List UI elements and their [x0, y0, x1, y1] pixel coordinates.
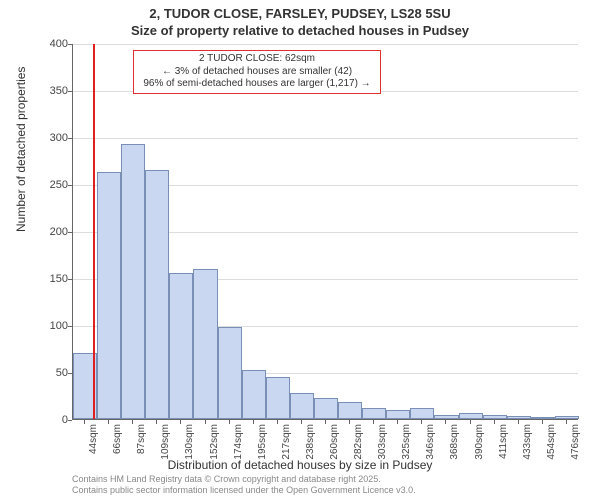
histogram-bar — [362, 408, 386, 419]
x-tick-label: 217sqm — [281, 424, 292, 464]
credit-text: Contains HM Land Registry data © Crown c… — [72, 474, 416, 496]
x-tick — [229, 420, 230, 424]
x-tick-label: 454sqm — [546, 424, 557, 464]
x-tick — [108, 420, 109, 424]
x-tick — [301, 420, 302, 424]
x-tick — [180, 420, 181, 424]
histogram-bar — [314, 398, 338, 419]
histogram-bar — [531, 417, 555, 419]
x-tick-label: 325sqm — [401, 424, 412, 464]
x-tick — [156, 420, 157, 424]
x-tick-label: 152sqm — [209, 424, 220, 464]
x-tick — [542, 420, 543, 424]
x-tick-label: 109sqm — [160, 424, 171, 464]
x-tick-label: 87sqm — [136, 424, 147, 464]
histogram-bar — [266, 377, 290, 419]
chart-title: 2, TUDOR CLOSE, FARSLEY, PUDSEY, LS28 5S… — [0, 0, 600, 40]
histogram-bar — [386, 410, 410, 419]
y-tick-label: 200 — [33, 226, 68, 238]
x-tick-label: 195sqm — [257, 424, 268, 464]
x-tick — [421, 420, 422, 424]
x-tick-label: 130sqm — [184, 424, 195, 464]
x-tick-label: 476sqm — [570, 424, 581, 464]
y-tick-label: 0 — [33, 414, 68, 426]
annot-line-3: 96% of semi-detached houses are larger (… — [143, 78, 370, 89]
annotation-box: 2 TUDOR CLOSE: 62sqm ← 3% of detached hou… — [133, 50, 381, 94]
histogram-bar — [555, 416, 579, 419]
gridline — [73, 138, 578, 139]
x-tick-label: 174sqm — [233, 424, 244, 464]
x-tick — [566, 420, 567, 424]
y-tick — [68, 326, 72, 327]
x-tick-label: 303sqm — [377, 424, 388, 464]
title-line-2: Size of property relative to detached ho… — [131, 23, 469, 38]
credit-line-1: Contains HM Land Registry data © Crown c… — [72, 474, 381, 484]
x-tick — [277, 420, 278, 424]
y-tick-label: 100 — [33, 320, 68, 332]
histogram-bar — [434, 415, 458, 419]
x-tick-label: 282sqm — [353, 424, 364, 464]
histogram-bar — [483, 415, 507, 419]
histogram-bar — [410, 408, 434, 419]
y-tick — [68, 138, 72, 139]
y-tick — [68, 420, 72, 421]
y-tick — [68, 373, 72, 374]
histogram-bar — [193, 269, 217, 419]
y-tick-label: 150 — [33, 273, 68, 285]
x-tick-label: 390sqm — [474, 424, 485, 464]
gridline — [73, 44, 578, 45]
plot-area: 2 TUDOR CLOSE: 62sqm ← 3% of detached hou… — [72, 44, 578, 420]
histogram-bar — [145, 170, 169, 419]
histogram-bar — [121, 144, 145, 419]
histogram-bar — [507, 416, 531, 419]
x-tick — [84, 420, 85, 424]
y-tick-label: 350 — [33, 85, 68, 97]
x-tick — [494, 420, 495, 424]
y-axis-label: Number of detached properties — [14, 67, 28, 232]
x-tick-label: 433sqm — [522, 424, 533, 464]
x-tick — [132, 420, 133, 424]
histogram-bar — [242, 370, 266, 419]
x-tick-label: 368sqm — [449, 424, 460, 464]
x-tick — [205, 420, 206, 424]
histogram-bar — [290, 393, 314, 419]
x-tick — [518, 420, 519, 424]
reference-line — [93, 44, 95, 419]
x-tick — [349, 420, 350, 424]
y-tick-label: 50 — [33, 367, 68, 379]
x-tick — [470, 420, 471, 424]
x-tick-label: 44sqm — [88, 424, 99, 464]
y-tick — [68, 44, 72, 45]
x-tick-label: 260sqm — [329, 424, 340, 464]
y-tick — [68, 232, 72, 233]
histogram-bar — [459, 413, 483, 419]
histogram-bar — [97, 172, 121, 419]
y-tick-label: 300 — [33, 132, 68, 144]
y-tick — [68, 185, 72, 186]
histogram-bar — [218, 327, 242, 419]
x-tick — [445, 420, 446, 424]
x-tick — [397, 420, 398, 424]
credit-line-2: Contains public sector information licen… — [72, 485, 416, 495]
y-tick — [68, 279, 72, 280]
x-tick — [253, 420, 254, 424]
x-tick-label: 238sqm — [305, 424, 316, 464]
histogram-bar — [169, 273, 193, 419]
annot-line-1: 2 TUDOR CLOSE: 62sqm — [199, 53, 315, 64]
title-line-1: 2, TUDOR CLOSE, FARSLEY, PUDSEY, LS28 5S… — [149, 6, 450, 21]
y-tick-label: 400 — [33, 38, 68, 50]
y-tick — [68, 91, 72, 92]
y-tick-label: 250 — [33, 179, 68, 191]
x-tick-label: 411sqm — [498, 424, 509, 464]
x-tick-label: 66sqm — [112, 424, 123, 464]
x-tick-label: 346sqm — [425, 424, 436, 464]
histogram-bar — [338, 402, 362, 419]
x-tick — [325, 420, 326, 424]
annot-line-2: ← 3% of detached houses are smaller (42) — [162, 66, 352, 77]
x-tick — [373, 420, 374, 424]
